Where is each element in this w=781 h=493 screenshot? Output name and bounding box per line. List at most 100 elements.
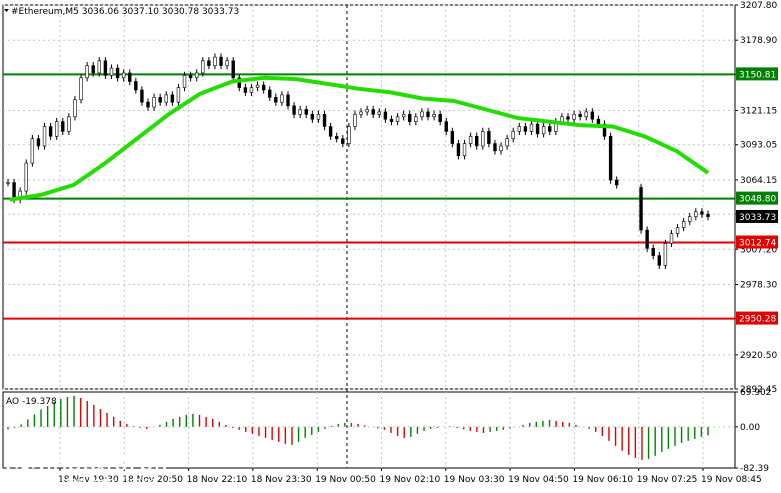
candle-body — [560, 116, 564, 122]
candle-body — [371, 109, 375, 115]
candle-body — [243, 87, 248, 93]
candle-body — [529, 123, 534, 132]
candle-body — [79, 77, 83, 101]
candle-body — [706, 213, 710, 217]
y-tick-label: 3121.15 — [740, 107, 777, 117]
candle-body — [456, 143, 461, 157]
y-tick-label: 2920.50 — [740, 351, 777, 361]
candle-body — [395, 116, 400, 122]
candle-body — [438, 114, 442, 122]
x-tick-label: 19 Nov 03:30 — [444, 475, 505, 485]
candle-body — [590, 111, 595, 120]
candle-body — [663, 243, 668, 266]
candle-body — [694, 211, 698, 217]
candle-body — [280, 94, 284, 103]
candle-body — [444, 121, 448, 132]
y-tick-label: 3064.15 — [740, 176, 777, 186]
candle-body — [61, 121, 65, 132]
candle-body — [225, 60, 229, 66]
candle-body — [408, 114, 412, 122]
candle-body — [414, 116, 418, 122]
candle-body — [700, 211, 704, 215]
chart-header: #Ethereum,M5 3036.06 3037.10 3030.78 303… — [11, 7, 239, 17]
current-price-box — [736, 209, 778, 223]
dropdown-triangle-icon — [4, 9, 9, 12]
candle-body — [42, 126, 47, 147]
candle-body — [170, 94, 175, 103]
x-tick-label: 18 Nov 23:30 — [251, 475, 312, 485]
candle-body — [602, 123, 607, 137]
candle-body — [511, 131, 515, 140]
candle-body — [645, 229, 649, 249]
candle-body — [30, 138, 35, 164]
level-label: 3150.81 — [739, 70, 776, 80]
candle-body — [584, 111, 588, 118]
y-tick-label: 3178.90 — [740, 36, 777, 46]
candle-body — [328, 126, 333, 137]
candle-body — [347, 126, 351, 144]
candle-body — [487, 131, 491, 144]
level-label-box — [736, 235, 778, 249]
candle-body — [383, 111, 388, 120]
instaforex-logo-icon — [6, 446, 44, 484]
candle-body — [596, 118, 601, 125]
ao-y-tick-label: 69.902 — [740, 388, 772, 398]
candle-body — [121, 72, 126, 79]
candle-body — [201, 60, 205, 74]
candle-body — [341, 138, 345, 144]
candle-body — [298, 109, 302, 115]
candle-body — [493, 143, 497, 152]
candle-body — [54, 121, 59, 137]
candle-body — [499, 145, 503, 152]
candle-body — [115, 67, 120, 79]
candle-body — [286, 94, 290, 107]
x-tick-label: 19 Nov 06:10 — [572, 475, 633, 485]
level-label-box — [736, 311, 778, 325]
candle-body — [669, 233, 674, 244]
candle-body — [249, 87, 254, 93]
candle-body — [292, 105, 296, 115]
candle-body — [188, 75, 193, 79]
candle-body — [401, 114, 406, 118]
level-label: 2950.28 — [739, 315, 776, 325]
y-tick-label: 3007.20 — [740, 245, 777, 255]
candle-body — [316, 114, 321, 120]
current-price-label: 3033.73 — [739, 213, 776, 223]
candle-body — [268, 89, 272, 98]
candle-body — [134, 81, 138, 91]
level-label-box — [736, 67, 778, 81]
moving-average-line — [9, 75, 710, 202]
x-tick-label: 19 Nov 00:50 — [315, 475, 376, 485]
candle-body — [432, 114, 436, 118]
candle-body — [103, 60, 108, 76]
main-plot-frame — [2, 4, 736, 390]
candle-body — [158, 97, 162, 103]
y-tick-label: 3093.05 — [740, 141, 777, 151]
candle-body — [681, 221, 686, 228]
candle-body — [85, 65, 89, 79]
level-label-box — [736, 191, 778, 205]
candle-body — [675, 227, 680, 234]
watermark-brand: instaforex — [46, 446, 169, 476]
candle-body — [481, 131, 485, 147]
candle-body — [304, 109, 308, 115]
x-tick-label: 19 Nov 08:45 — [701, 475, 762, 485]
ao-title: AO -19.378 — [6, 397, 57, 407]
candle-body — [322, 114, 327, 127]
candle-body — [140, 89, 144, 103]
x-tick-label: 18 Nov 22:10 — [187, 475, 248, 485]
candle-body — [109, 67, 114, 76]
candle-body — [523, 126, 528, 132]
candle-body — [572, 114, 576, 120]
candle-body — [334, 135, 339, 140]
watermark-tagline: Instant Forex Trading — [52, 476, 156, 488]
x-tick-label: 19 Nov 02:10 — [380, 475, 441, 485]
candle-body — [146, 101, 150, 108]
level-label: 3012.74 — [739, 239, 776, 249]
instaforex-watermark: instaforex Instant Forex Trading — [6, 446, 182, 488]
candle-body — [535, 123, 540, 135]
candle-body — [426, 111, 430, 118]
candle-body — [639, 187, 643, 231]
